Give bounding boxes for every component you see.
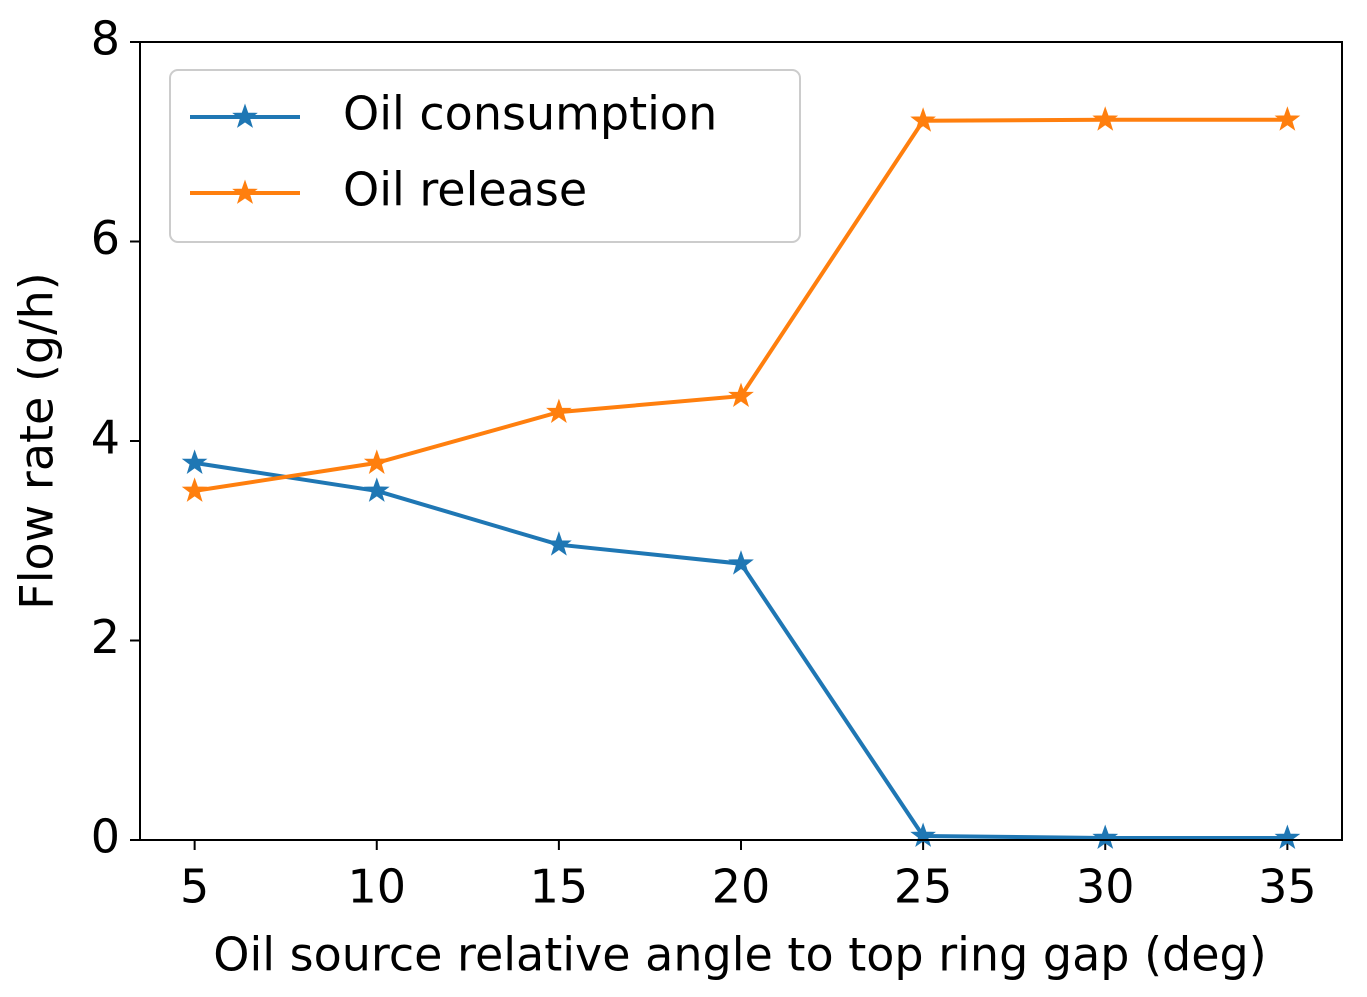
y-tick-label: 0	[91, 810, 120, 864]
point-marker	[181, 449, 208, 474]
plot-frame	[139, 41, 1343, 841]
x-tick-label: 35	[1258, 860, 1317, 914]
point-marker	[1274, 824, 1301, 849]
x-axis-label: Oil source relative angle to top ring ga…	[213, 928, 1266, 982]
x-tick-label: 5	[180, 860, 209, 914]
x-tick-label: 30	[1076, 860, 1135, 914]
point-marker	[1092, 824, 1119, 849]
y-tick-label: 4	[91, 411, 120, 465]
x-tick-label: 15	[530, 860, 589, 914]
point-marker	[546, 398, 572, 424]
legend-label: Oil release	[343, 163, 587, 217]
point-marker	[728, 382, 754, 408]
y-tick-label: 8	[91, 12, 120, 66]
legend-marker	[232, 103, 258, 128]
y-axis-label: Flow rate (g/h)	[10, 272, 64, 609]
x-tick-label: 10	[347, 860, 406, 914]
y-tick-label: 6	[91, 211, 120, 265]
point-marker	[910, 107, 936, 132]
x-tick-label: 20	[712, 860, 771, 914]
y-tick-label: 2	[91, 610, 120, 664]
series-line	[194, 460, 1288, 840]
point-marker	[181, 477, 208, 502]
point-marker	[363, 449, 390, 474]
point-marker	[728, 550, 754, 575]
point-marker	[1092, 106, 1119, 131]
x-tick-label: 25	[894, 860, 953, 914]
legend-label: Oil consumption	[343, 87, 717, 141]
point-marker	[546, 531, 572, 556]
legend-marker	[232, 179, 258, 204]
point-marker	[363, 477, 390, 502]
legend-box	[169, 69, 801, 243]
point-marker	[1274, 106, 1301, 131]
